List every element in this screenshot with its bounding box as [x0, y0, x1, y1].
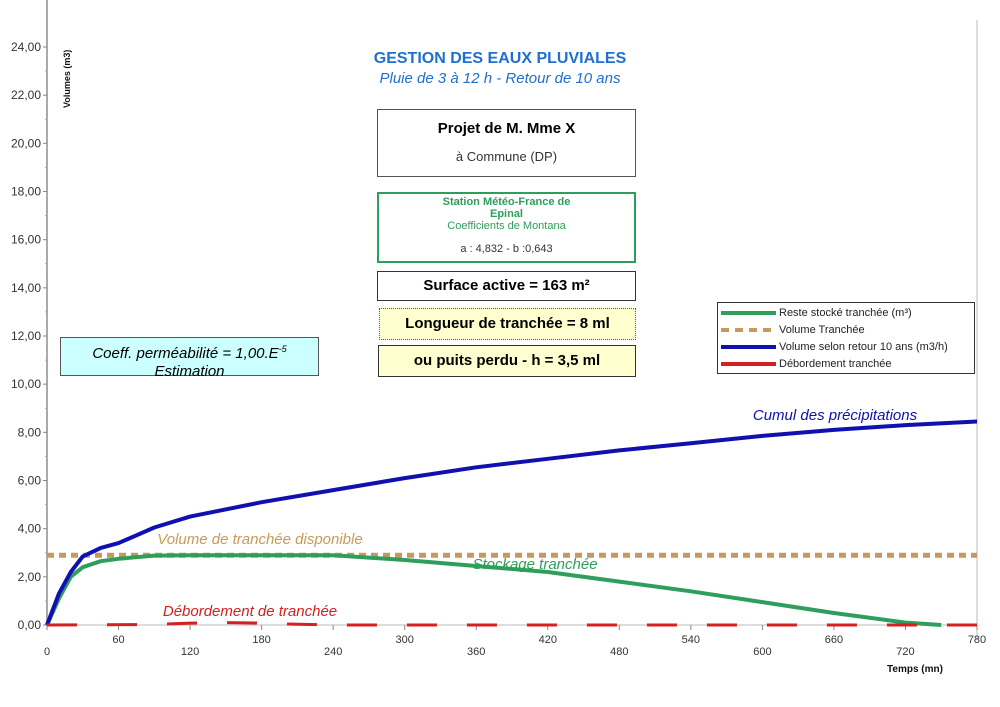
- permeability-box: Coeff. perméabilité = 1,00.E-5 Estimatio…: [60, 337, 319, 380]
- x-tick-label: 480: [610, 646, 628, 658]
- legend-label: Débordement tranchée: [779, 357, 892, 370]
- station-line2: Epinal: [489, 208, 523, 220]
- station-line3: Coefficients de Montana: [447, 220, 566, 232]
- x-tick-label: 420: [539, 634, 557, 646]
- project-location: à Commune (DP): [455, 149, 558, 164]
- x-tick-label: 300: [396, 634, 414, 646]
- annotation-1: Volume de tranchée disponible: [157, 531, 362, 548]
- x-axis-label: Temps (mn): [887, 664, 943, 675]
- y-tick-label: 4,00: [18, 522, 42, 536]
- legend-label: Volume selon retour 10 ans (m3/h): [779, 340, 948, 353]
- y-tick-label: 14,00: [11, 281, 41, 295]
- x-tick-label: 600: [753, 646, 771, 658]
- legend-item-orange: Volume Tranchée: [718, 321, 974, 338]
- permeability-exponent: -5: [278, 344, 287, 354]
- y-tick-label: 0,00: [18, 618, 42, 632]
- x-tick-label: 180: [252, 634, 270, 646]
- y-tick-label: 10,00: [11, 377, 41, 391]
- y-axis-label: Volumes (m3): [62, 50, 72, 108]
- y-tick-label: 12,00: [11, 329, 41, 343]
- montana-coefficients: a : 4,832 - b :0,643: [460, 243, 553, 255]
- y-tick-label: 8,00: [18, 425, 42, 439]
- y-tick-label: 2,00: [18, 570, 42, 584]
- station-box: Station Météo-France de Epinal Coefficie…: [377, 192, 636, 263]
- legend-item-green: Reste stocké tranchée (m³): [718, 304, 974, 321]
- x-tick-label: 720: [896, 646, 914, 658]
- y-tick-label: 20,00: [11, 136, 41, 150]
- legend-label: Volume Tranchée: [779, 323, 865, 336]
- project-box: Projet de M. Mme X à Commune (DP): [377, 109, 636, 177]
- chart-subtitle: Pluie de 3 à 12 h - Retour de 10 ans: [379, 70, 621, 87]
- legend-item-red: Débordement tranchée: [718, 355, 974, 372]
- x-tick-label: 360: [467, 646, 485, 658]
- y-tick-label: 16,00: [11, 233, 41, 247]
- permeability-line2: Estimation: [154, 363, 225, 380]
- permeability-line1: Coeff. perméabilité = 1,00.E: [92, 345, 279, 362]
- x-tick-label: 780: [968, 634, 986, 646]
- x-tick-label: 60: [112, 634, 124, 646]
- annotation-0: Cumul des précipitations: [753, 407, 918, 424]
- x-tick-label: 660: [825, 634, 843, 646]
- y-tick-label: 18,00: [11, 185, 41, 199]
- longueur-box: Longueur de tranchée = 8 ml: [379, 308, 636, 340]
- annotation-2: Stockage tranchée: [472, 556, 597, 573]
- legend-item-blue: Volume selon retour 10 ans (m3/h): [718, 338, 974, 355]
- surface-box: Surface active = 163 m²: [377, 271, 636, 301]
- x-tick-label: 120: [181, 646, 199, 658]
- x-tick-label: 240: [324, 646, 342, 658]
- x-tick-label: 540: [682, 634, 700, 646]
- y-tick-label: 6,00: [18, 474, 42, 488]
- series-line-3: [46, 621, 977, 627]
- legend-label: Reste stocké tranchée (m³): [779, 306, 912, 319]
- y-tick-label: 22,00: [11, 88, 41, 102]
- y-tick-label: 24,00: [11, 40, 41, 54]
- x-tick-label: 0: [44, 646, 50, 658]
- legend: Reste stocké tranchée (m³) Volume Tranch…: [717, 302, 975, 374]
- puits-box: ou puits perdu - h = 3,5 ml: [378, 345, 636, 377]
- chart-title: GESTION DES EAUX PLUVIALES: [373, 50, 627, 67]
- station-line1: Station Météo-France de: [442, 196, 571, 208]
- series-line-0: [45, 553, 942, 627]
- series-line-2: [45, 419, 978, 626]
- project-name: Projet de M. Mme X: [437, 120, 576, 137]
- annotation-3: Débordement de tranchée: [163, 603, 337, 620]
